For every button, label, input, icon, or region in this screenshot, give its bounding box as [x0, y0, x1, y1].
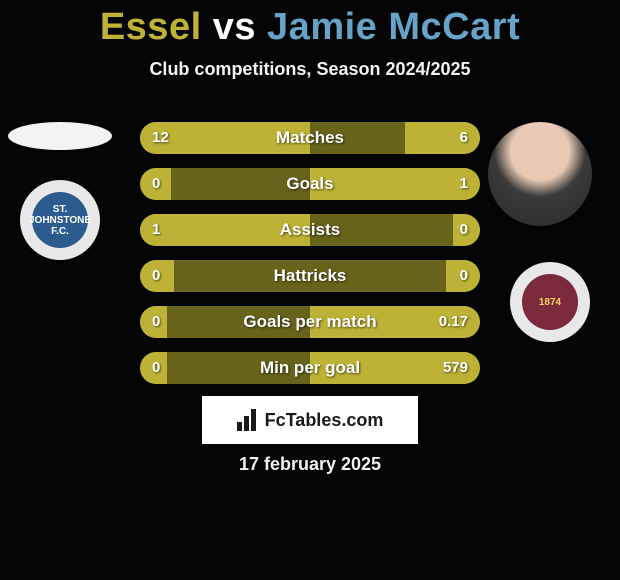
title-left-player: Essel — [100, 6, 202, 48]
stat-label: Hattricks — [140, 260, 480, 292]
stat-row: 10Assists — [140, 214, 480, 246]
stat-label: Matches — [140, 122, 480, 154]
right-player-avatar-placeholder — [488, 122, 592, 226]
stat-row: 00.17Goals per match — [140, 306, 480, 338]
stat-row: 00Hattricks — [140, 260, 480, 292]
stat-label: Assists — [140, 214, 480, 246]
bar-chart-icon — [237, 409, 259, 431]
stat-row: 126Matches — [140, 122, 480, 154]
left-player-crest: ST. JOHNSTONE F.C. — [20, 180, 100, 260]
stat-label: Min per goal — [140, 352, 480, 384]
stat-label: Goals — [140, 168, 480, 200]
footer-brand-text: FcTables.com — [265, 410, 384, 431]
stat-row: 01Goals — [140, 168, 480, 200]
stat-label: Goals per match — [140, 306, 480, 338]
left-player-avatar-placeholder — [8, 122, 112, 150]
footer-date: 17 february 2025 — [0, 454, 620, 475]
title-vs: vs — [213, 6, 256, 48]
title-right-player: Jamie McCart — [267, 6, 520, 48]
stats-comparison: 126Matches 01Goals 10Assists 00Hattricks 00.… — [140, 122, 480, 398]
right-player-crest: 1874 — [510, 262, 590, 342]
left-crest-label: ST. JOHNSTONE F.C. — [32, 192, 88, 248]
stat-row: 0579Min per goal — [140, 352, 480, 384]
right-crest-label: 1874 — [522, 274, 578, 330]
subtitle: Club competitions, Season 2024/2025 — [0, 59, 620, 80]
page-title: Essel vs Jamie McCart — [0, 0, 620, 49]
footer-brand-box: FcTables.com — [202, 396, 418, 444]
